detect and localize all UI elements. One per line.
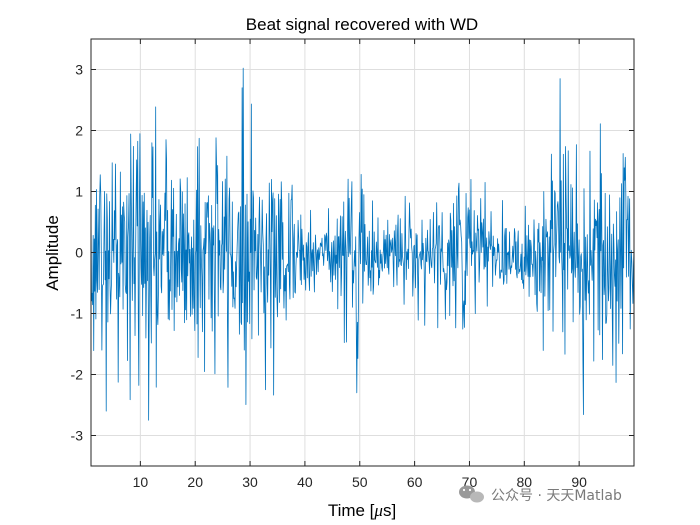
signal-line (90, 67, 635, 421)
x-tick-label: 50 (352, 474, 368, 490)
y-tick-label: 2 (75, 123, 83, 139)
x-tick-label: 80 (517, 474, 533, 490)
chart-title: Beat signal recovered with WD (246, 15, 478, 34)
x-tick-label: 60 (407, 474, 423, 490)
x-tick-label: 10 (133, 474, 149, 490)
signal-series (90, 67, 635, 421)
x-axis-label-suffix: s] (383, 501, 396, 520)
x-axis-label-unit-symbol: μ (373, 501, 383, 520)
watermark: 公众号 · 天天Matlab (459, 485, 622, 504)
wechat-icon (459, 485, 484, 503)
x-tick-label: 20 (187, 474, 203, 490)
y-tick-label: 0 (75, 245, 83, 261)
x-tick-label: 30 (242, 474, 258, 490)
y-tick-label: -1 (71, 306, 84, 322)
x-tick-label: 90 (571, 474, 587, 490)
y-tick-label: 1 (75, 184, 83, 200)
axis-ticks (91, 39, 634, 466)
y-axis-label: Amplitude (43, 215, 62, 291)
x-tick-label: 40 (297, 474, 313, 490)
watermark-text: 公众号 · 天天Matlab (491, 488, 622, 504)
y-tick-label: -3 (71, 428, 84, 444)
x-axis-label: Time [μs] (328, 501, 396, 520)
y-tick-label: 3 (75, 62, 83, 78)
x-axis-label-prefix: Time [ (328, 501, 375, 520)
y-tick-label: -2 (71, 367, 84, 383)
